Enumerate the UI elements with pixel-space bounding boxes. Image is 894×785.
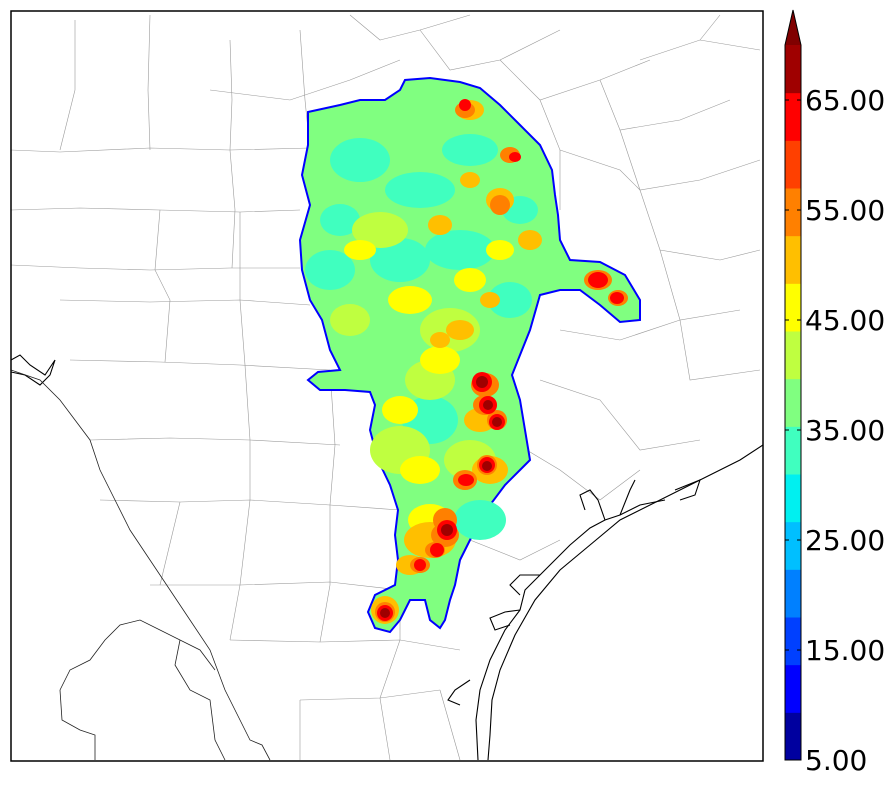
border-line [11,369,271,761]
colorbar-tick-label: 35.00 [805,414,886,447]
rainfall-blob-teal [305,250,355,290]
colorbar-segment [785,45,801,94]
rainfall-blob-darkred [482,461,492,471]
rainfall-blob-red [458,474,474,486]
rainfall-blob-orange [446,320,474,340]
colorbar-tick-label: 65.00 [805,84,886,117]
colorbar-tick-label: 15.00 [805,634,886,667]
colorbar-tick-label: 45.00 [805,304,886,337]
colorbar-segment [785,521,801,570]
colorbar-segment [785,617,801,666]
rainfall-blob-darkorange [490,195,510,215]
coastline [11,354,763,761]
colorbar-segment [785,92,801,141]
rainfall-blob-darkred [492,417,502,427]
rainfall-blob-red [459,99,471,111]
rainfall-blob-darkred [380,608,390,618]
rainfall-blob-teal [454,500,506,540]
rainfall-blob-yellowgreen [330,304,370,336]
colorbar-segment [785,331,801,380]
rainfall-blob-teal [330,138,390,182]
rainfall-field [298,76,641,634]
colorbar [784,9,802,761]
rainfall-blob-orange [480,292,500,308]
colorbar-segment [785,569,801,618]
rainfall-blob-yellow [344,240,376,260]
map-frame [10,10,764,762]
rainfall-blob-teal [488,282,532,318]
rainfall-blob-teal [370,238,430,282]
rainfall-blob-red [610,292,624,304]
rainfall-blob-teal [385,172,455,208]
rainfall-blob-red [430,543,444,557]
rainfall-blob-orange [460,172,480,188]
rainfall-blob-yellow [400,456,440,484]
rainfall-blob-darkred [483,400,493,410]
rainfall-blob-yellowgreen [352,212,408,248]
rainfall-blob-yellow [486,240,514,260]
colorbar-segment [785,235,801,284]
colorbar-segment [785,140,801,189]
colorbar-segment [785,664,801,713]
rainfall-blob-darkred [476,376,488,388]
rainfall-blob-darkred [441,524,453,536]
rainfall-blob-orange [430,332,450,348]
colorbar-extend-arrow [785,10,801,45]
rainfall-blob-teal [442,134,498,166]
rainfall-blob-yellow [382,396,418,424]
colorbar-segment [785,283,801,332]
rainfall-blob-teal [320,204,360,236]
colorbar-segment [785,712,801,761]
colorbar-segment [785,188,801,237]
colorbar-segment [785,378,801,427]
rainfall-blob-orange [518,230,542,250]
colorbar-tick-label: 55.00 [805,194,886,227]
rainfall-blob-teal [425,230,495,270]
rainfall-blob-yellow [388,286,432,314]
rainfall-blob-red [509,152,521,162]
colorbar-tick-label: 5.00 [805,744,868,777]
rainfall-blob-red [588,272,608,288]
colorbar-tick-label: 25.00 [805,524,886,557]
rainfall-blob-red [414,559,426,571]
colorbar-segment [785,426,801,475]
colorbar-segment [785,474,801,523]
colorbar-border [784,9,802,761]
rainfall-blob-yellow [420,346,460,374]
rainfall-blob-yellow [454,268,486,292]
rainfall-blob-orange [428,215,452,235]
